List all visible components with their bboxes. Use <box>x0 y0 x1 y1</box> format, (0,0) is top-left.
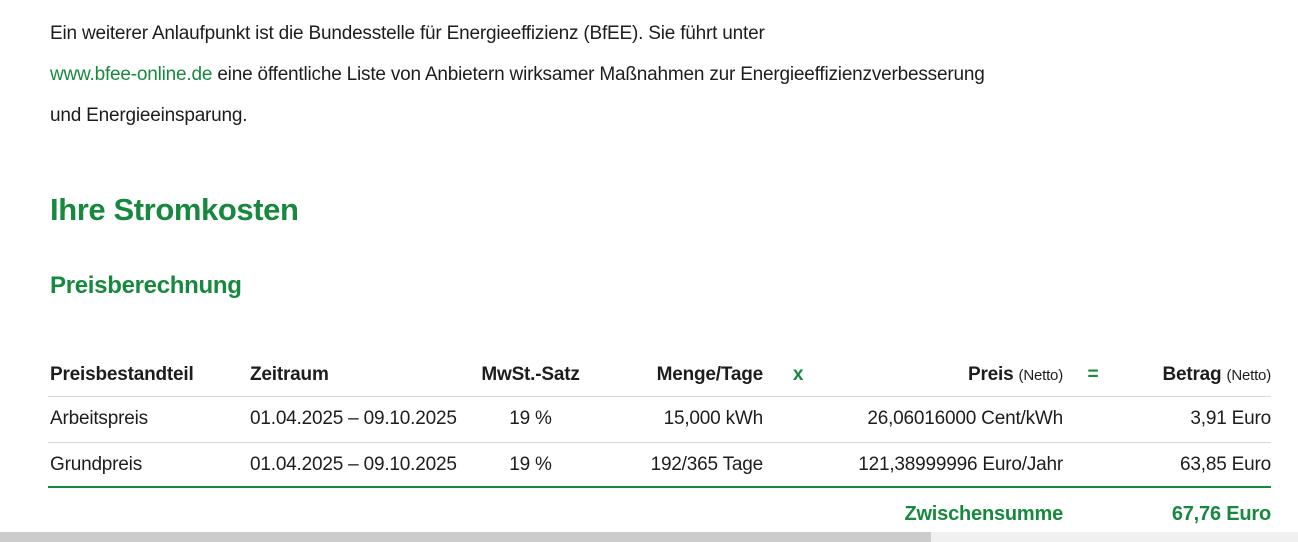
table-row-grundpreis: Grundpreis 01.04.2025 – 09.10.2025 19 % … <box>48 443 1271 488</box>
intro-line-1: Ein weiterer Anlaufpunkt ist die Bundess… <box>50 23 765 44</box>
header-amount: Betrag (Netto) <box>1162 364 1272 385</box>
cell-quantity: 15,000 kWh <box>663 408 764 429</box>
header-price-netto: (Netto) <box>1018 367 1064 384</box>
cell-component: Grundpreis <box>50 454 142 475</box>
horizontal-scrollbar[interactable] <box>0 532 1298 542</box>
header-component: Preisbestandteil <box>50 364 194 385</box>
cell-quantity: 192/365 Tage <box>650 454 764 475</box>
cell-component: Arbeitspreis <box>50 408 148 429</box>
price-calculation-table: Preisbestandteil Zeitraum MwSt.-Satz Men… <box>48 364 1271 526</box>
table-header-row: Preisbestandteil Zeitraum MwSt.-Satz Men… <box>48 364 1271 397</box>
cell-period: 01.04.2025 – 09.10.2025 <box>250 408 457 429</box>
cell-period: 01.04.2025 – 09.10.2025 <box>250 454 457 475</box>
cell-vat: 19 % <box>509 408 552 429</box>
intro-paragraph: Ein weiterer Anlaufpunkt ist die Bundess… <box>50 13 1298 136</box>
header-period: Zeitraum <box>250 364 329 385</box>
subtotal-label: Zwischensumme <box>904 503 1063 525</box>
subtotal-amount: 67,76 Euro <box>1171 503 1271 525</box>
scrollbar-thumb[interactable] <box>0 532 931 542</box>
header-vat: MwSt.-Satz <box>481 364 580 385</box>
document-page: Ein weiterer Anlaufpunkt ist die Bundess… <box>48 13 1298 526</box>
header-amount-netto: (Netto) <box>1226 367 1272 384</box>
cell-vat: 19 % <box>509 454 552 475</box>
bfee-link[interactable]: www.bfee-online.de <box>50 64 213 85</box>
section-subtitle: Preisberechnung <box>50 272 242 299</box>
table-row-arbeitspreis: Arbeitspreis 01.04.2025 – 09.10.2025 19 … <box>48 397 1271 443</box>
intro-line-3: und Energieeinsparung. <box>50 105 248 126</box>
cell-price: 121,38999996 Euro/Jahr <box>858 454 1063 475</box>
intro-line-2: eine öffentliche Liste von Anbietern wir… <box>212 64 985 85</box>
page-title: Ihre Stromkosten <box>50 192 299 227</box>
header-price: Preis (Netto) <box>967 364 1064 385</box>
cell-amount: 3,91 Euro <box>1190 408 1271 429</box>
cell-amount: 63,85 Euro <box>1180 454 1271 475</box>
cell-price: 26,06016000 Cent/kWh <box>867 408 1063 429</box>
equals-symbol: = <box>1087 364 1099 385</box>
subtotal-row: Zwischensumme 67,76 Euro <box>48 488 1271 526</box>
multiply-symbol: x <box>792 364 804 385</box>
header-quantity: Menge/Tage <box>656 364 764 385</box>
